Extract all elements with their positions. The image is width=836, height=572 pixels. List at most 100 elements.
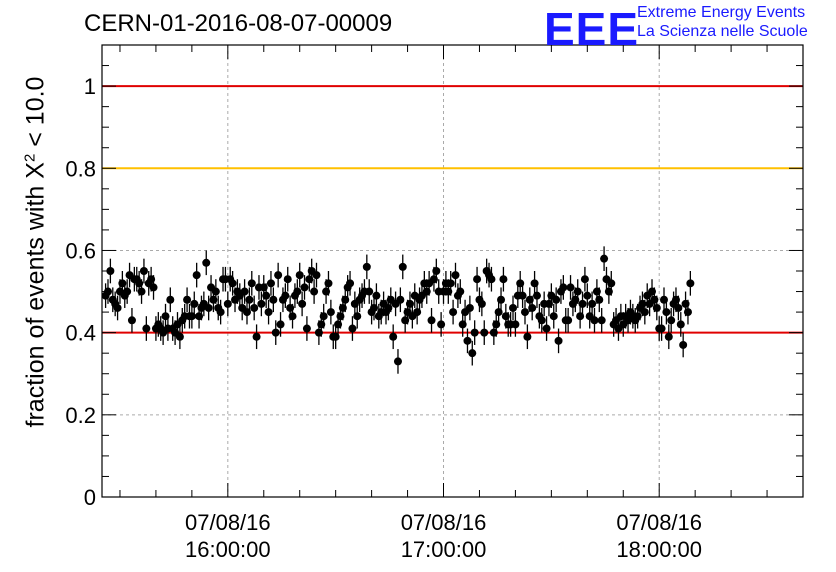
data-point bbox=[652, 303, 661, 312]
data-point bbox=[664, 332, 673, 341]
x-tick-label-date: 07/08/16 bbox=[185, 510, 271, 535]
data-point bbox=[456, 287, 465, 296]
data-point bbox=[554, 336, 563, 345]
data-point bbox=[324, 279, 333, 288]
data-point bbox=[607, 279, 616, 288]
axis-ticks bbox=[102, 44, 804, 498]
data-point bbox=[564, 316, 573, 325]
data-point bbox=[372, 291, 381, 300]
data-point bbox=[662, 308, 671, 317]
data-point bbox=[276, 320, 285, 329]
data-point bbox=[228, 279, 237, 288]
axes bbox=[101, 44, 804, 498]
x-tick-label-date: 07/08/16 bbox=[401, 510, 487, 535]
data-point bbox=[520, 308, 529, 317]
grid-lines bbox=[102, 45, 803, 498]
data-point bbox=[468, 349, 477, 358]
data-point bbox=[480, 328, 489, 337]
reference-lines bbox=[102, 85, 803, 334]
data-point bbox=[686, 279, 695, 288]
data-point bbox=[674, 303, 683, 312]
data-point bbox=[559, 283, 568, 292]
data-point bbox=[497, 295, 506, 304]
data-point bbox=[590, 316, 599, 325]
data-point bbox=[312, 271, 321, 280]
x-tick-label-time: 16:00:00 bbox=[185, 537, 271, 562]
data-point bbox=[123, 287, 132, 296]
data-point bbox=[298, 299, 307, 308]
data-point bbox=[566, 283, 575, 292]
data-point bbox=[300, 283, 309, 292]
data-point bbox=[257, 299, 266, 308]
data-point bbox=[346, 279, 355, 288]
data-point bbox=[667, 316, 676, 325]
data-point bbox=[393, 357, 402, 366]
data-point bbox=[269, 295, 278, 304]
data-point bbox=[600, 254, 609, 263]
data-point bbox=[183, 295, 192, 304]
data-point bbox=[204, 303, 213, 312]
data-point bbox=[302, 324, 311, 333]
data-point bbox=[595, 295, 604, 304]
data-point bbox=[283, 275, 292, 284]
data-point bbox=[247, 279, 256, 288]
data-point bbox=[532, 291, 541, 300]
eee-logo: EEE bbox=[544, 3, 640, 55]
y-tick-label: 0.4 bbox=[65, 321, 96, 346]
data-point bbox=[252, 332, 261, 341]
data-point bbox=[473, 275, 482, 284]
data-point bbox=[149, 283, 158, 292]
logo-line-1: Extreme Energy Events bbox=[637, 4, 806, 21]
data-point bbox=[223, 299, 232, 308]
data-point bbox=[437, 320, 446, 329]
y-tick-label: 0.2 bbox=[65, 403, 96, 428]
data-point bbox=[139, 267, 148, 275]
data-point bbox=[679, 340, 688, 349]
data-point bbox=[465, 303, 474, 312]
data-point bbox=[137, 287, 146, 296]
data-point bbox=[348, 324, 357, 333]
data-point bbox=[326, 308, 335, 317]
y-tick-label: 0 bbox=[84, 485, 96, 510]
data-point bbox=[113, 303, 122, 312]
data-point bbox=[264, 308, 273, 317]
data-point bbox=[449, 308, 458, 317]
data-point bbox=[202, 258, 211, 267]
y-axis-label-symbol: X bbox=[21, 162, 50, 179]
data-point bbox=[293, 287, 302, 296]
data-point bbox=[281, 291, 290, 300]
logo-caption: Extreme Energy Events La Scienza nelle S… bbox=[637, 3, 808, 41]
data-point bbox=[274, 271, 283, 280]
data-point bbox=[389, 332, 398, 341]
x-tick-label-time: 17:00:00 bbox=[401, 537, 487, 562]
data-point bbox=[463, 336, 472, 345]
data-point bbox=[365, 287, 374, 296]
data-point bbox=[446, 279, 455, 288]
data-point bbox=[362, 262, 371, 271]
data-point bbox=[353, 312, 362, 321]
data-point bbox=[549, 312, 558, 321]
data-point bbox=[573, 287, 582, 296]
data-point bbox=[240, 287, 249, 296]
data-point bbox=[487, 275, 496, 284]
data-point bbox=[552, 295, 561, 304]
data-point bbox=[537, 316, 546, 325]
data-point bbox=[676, 320, 685, 329]
data-point bbox=[518, 291, 527, 300]
data-point bbox=[683, 308, 692, 317]
x-tick-label-time: 18:00:00 bbox=[616, 537, 702, 562]
data-point bbox=[216, 308, 225, 317]
chart-title: CERN-01-2016-08-07-00009 bbox=[84, 10, 393, 37]
data-point bbox=[523, 332, 532, 341]
data-point bbox=[319, 312, 328, 321]
y-tick-label: 1 bbox=[84, 74, 96, 99]
data-point bbox=[262, 291, 271, 300]
data-point bbox=[511, 320, 520, 329]
data-point bbox=[477, 299, 486, 308]
data-point bbox=[396, 295, 405, 304]
y-axis-label: fraction of events with X2 < 10.0 bbox=[21, 77, 50, 428]
plot-frame bbox=[101, 44, 804, 498]
data-point bbox=[250, 303, 259, 312]
data-point bbox=[295, 271, 304, 280]
